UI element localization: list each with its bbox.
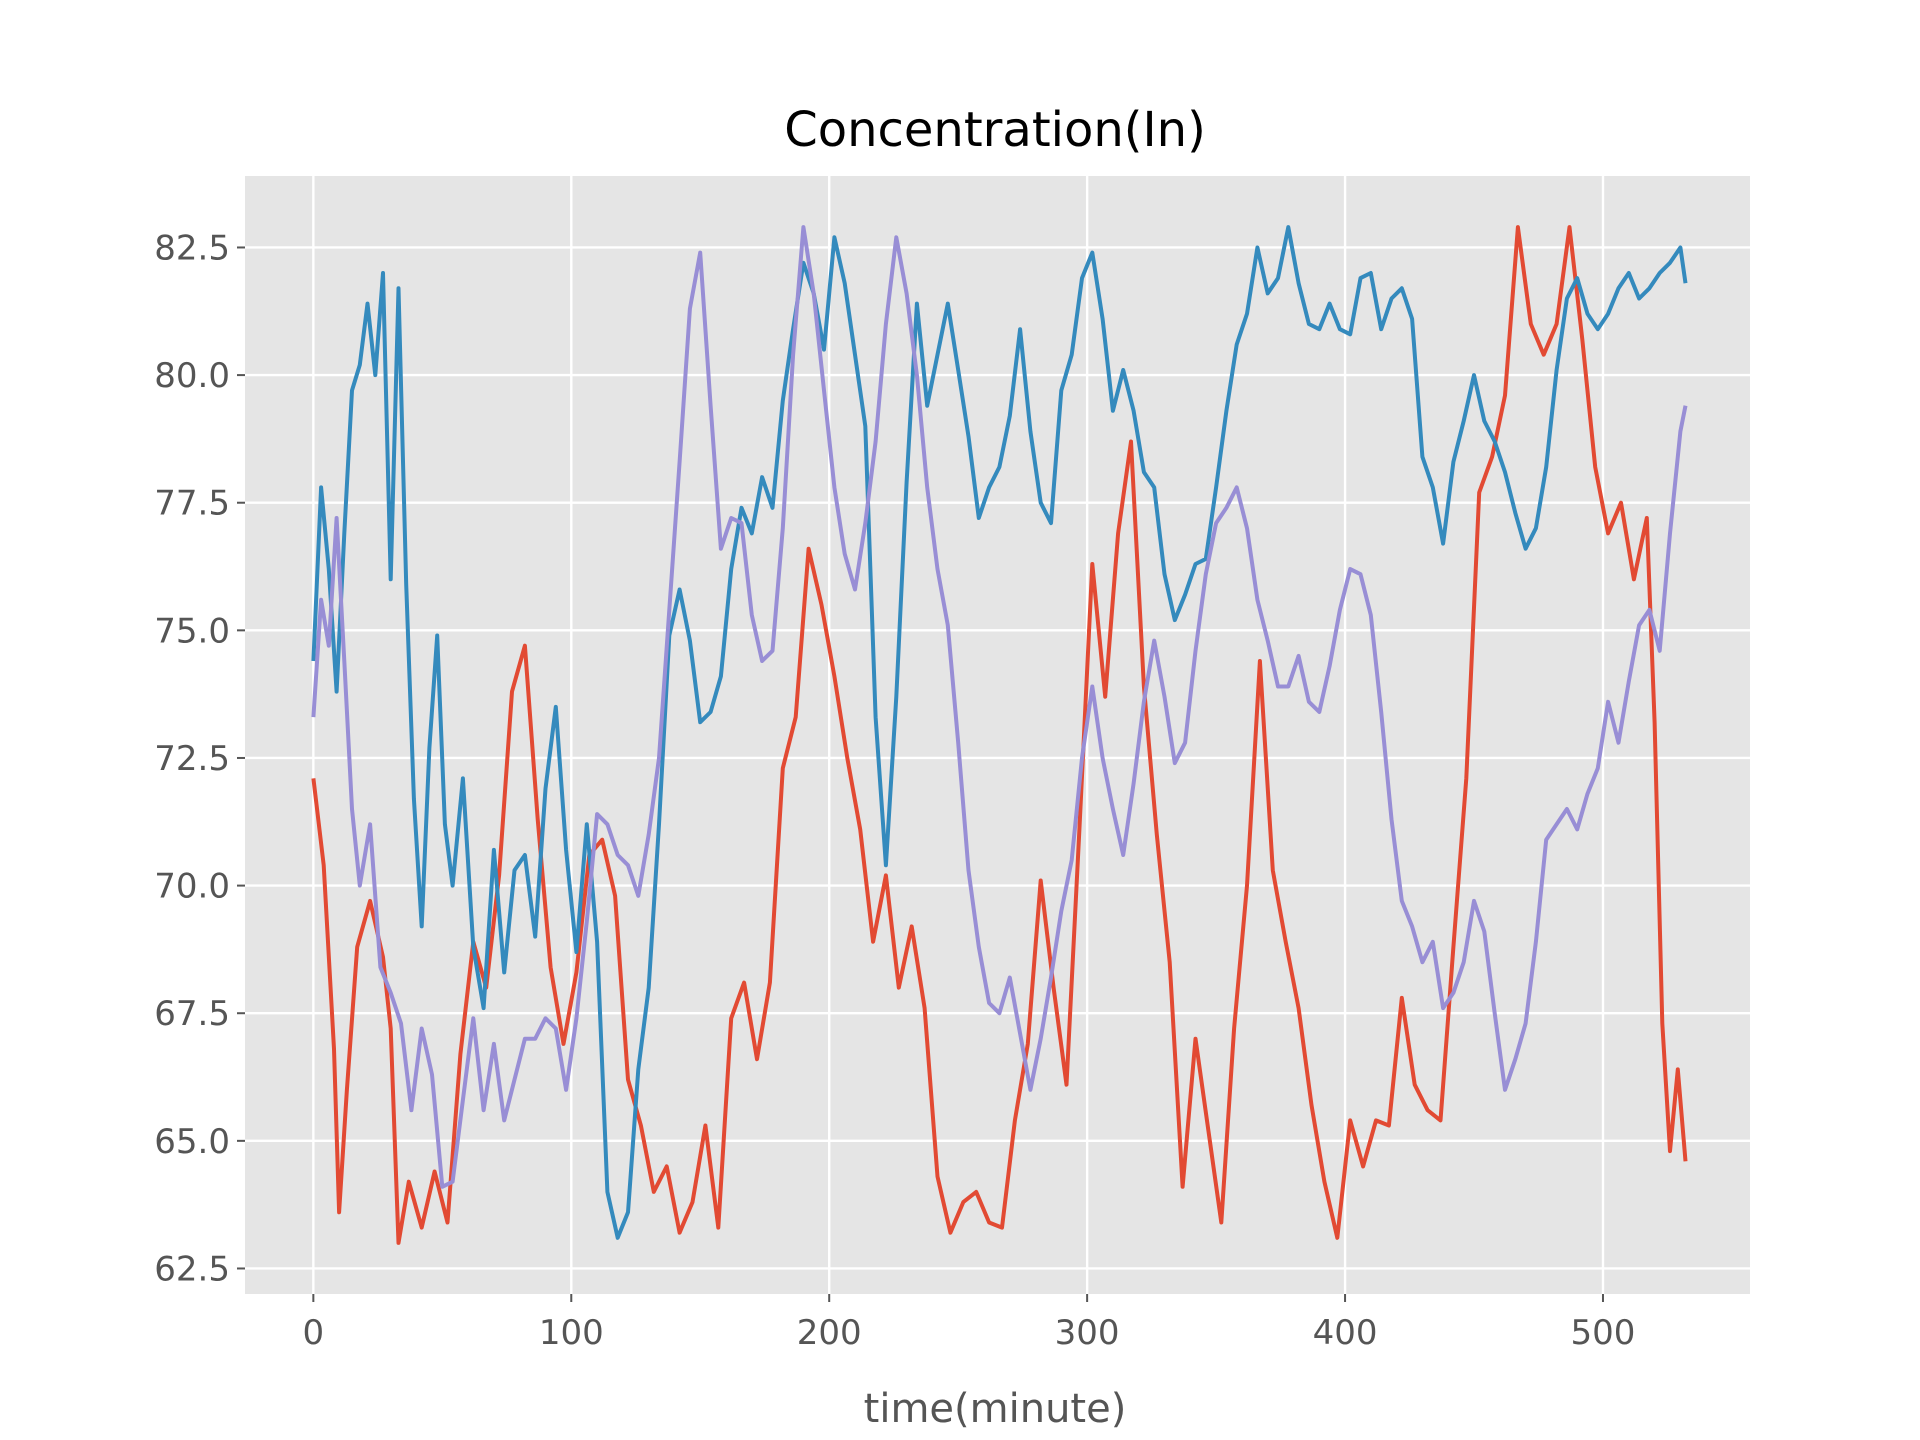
x-tick-label: 200 <box>797 1313 862 1353</box>
chart-title: Concentration(In) <box>784 102 1206 158</box>
x-axis-ticks: 0 100 200 300 400 500 <box>303 1294 1636 1353</box>
y-tick-label: 77.5 <box>154 484 230 524</box>
y-tick-label: 82.5 <box>154 228 230 268</box>
y-axis-ticks: 62.5 65.0 67.5 70.0 72.5 75.0 77.5 80.0 82.5 <box>154 228 245 1289</box>
series-lines <box>311 225 1688 1245</box>
x-axis-label: time(minute) <box>864 1386 1127 1432</box>
y-tick-label: 72.5 <box>154 739 230 779</box>
y-tick-label: 62.5 <box>154 1249 230 1289</box>
series-line-2 <box>311 225 1688 1240</box>
x-tick-label: 100 <box>539 1313 604 1353</box>
y-tick-label: 65.0 <box>154 1122 230 1162</box>
x-tick-label: 500 <box>1571 1313 1636 1353</box>
y-tick-label: 75.0 <box>154 611 230 651</box>
plot-area-background <box>245 176 1750 1294</box>
y-tick-label: 80.0 <box>154 356 230 396</box>
y-tick-label: 70.0 <box>154 867 230 907</box>
x-tick-label: 300 <box>1055 1313 1120 1353</box>
series-line-3 <box>311 225 1688 1189</box>
series-line-1 <box>311 225 1688 1245</box>
x-tick-label: 0 <box>303 1313 325 1353</box>
y-tick-label: 67.5 <box>154 994 230 1034</box>
x-tick-label: 400 <box>1313 1313 1378 1353</box>
